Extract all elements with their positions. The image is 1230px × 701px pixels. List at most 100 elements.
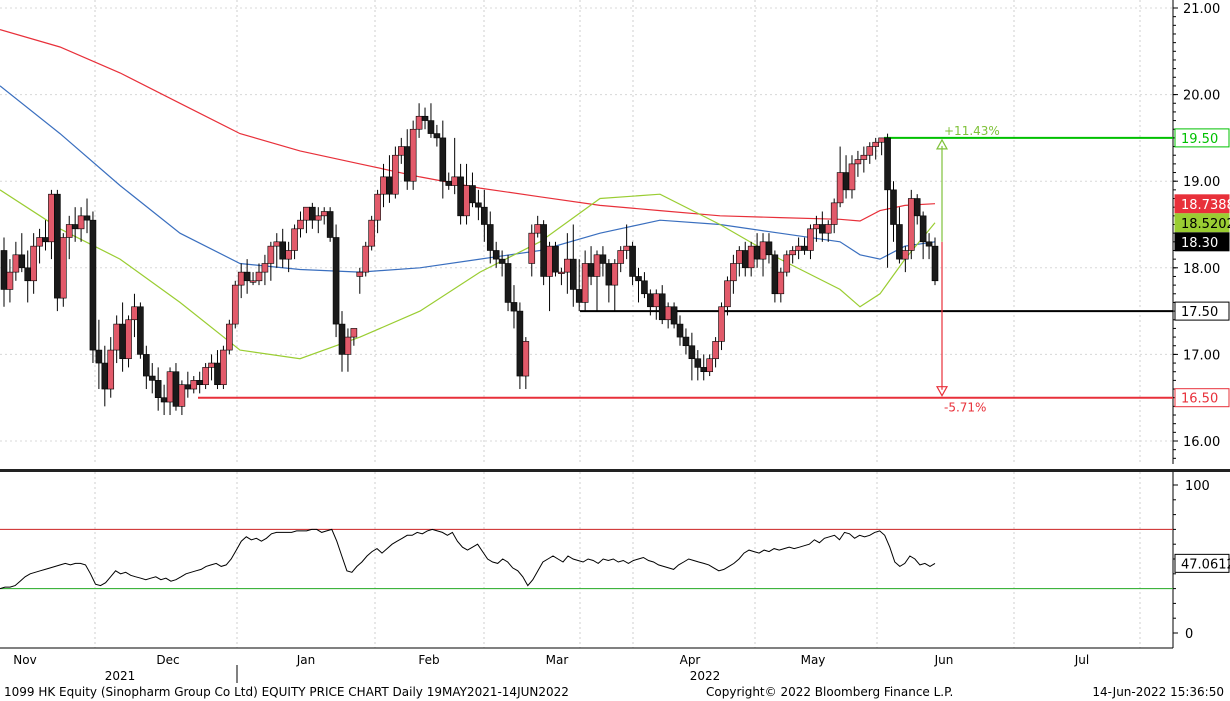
- rsi-value-label-text: 47.0612: [1181, 557, 1230, 572]
- candle-up: [267, 245, 275, 264]
- candle-up: [255, 271, 263, 282]
- candle-down: [42, 237, 49, 243]
- candle-up: [546, 245, 553, 277]
- candle-down: [0, 250, 8, 290]
- candle-up: [854, 159, 862, 165]
- candle-up: [581, 263, 589, 303]
- rsi-tick-label: 100: [1185, 479, 1210, 494]
- candle-down: [481, 206, 488, 225]
- candle-down: [647, 293, 654, 308]
- candle-up: [237, 271, 245, 286]
- candle-up: [65, 224, 73, 238]
- candle-down: [504, 263, 512, 303]
- value-label-text: 19.50: [1181, 132, 1218, 147]
- candle-down: [95, 349, 103, 364]
- candle-down: [439, 137, 447, 182]
- candle-down: [605, 263, 613, 286]
- candle-up: [824, 224, 832, 234]
- candle-down: [24, 267, 32, 282]
- value-label-box: [1174, 194, 1230, 214]
- candle-up: [836, 172, 844, 204]
- candle-up: [706, 358, 713, 373]
- candle-up: [30, 245, 37, 282]
- x-tick-label: Feb: [418, 653, 439, 667]
- candle-down: [326, 211, 334, 238]
- candle-up: [36, 237, 43, 247]
- candle-up: [356, 271, 364, 277]
- candle-up: [12, 254, 20, 273]
- candle-up: [362, 245, 370, 273]
- candle-down: [154, 380, 162, 399]
- candle-up: [113, 323, 120, 351]
- value-label-text: 16.50: [1181, 392, 1218, 407]
- candle-up: [226, 323, 233, 351]
- y-tick-label: 16.00: [1183, 435, 1220, 450]
- value-label-text: 18.5202: [1181, 217, 1230, 232]
- value-label-box: [1174, 232, 1230, 252]
- candle-down: [196, 380, 203, 386]
- candle-up: [860, 154, 868, 160]
- candle-down: [913, 198, 921, 217]
- x-tick-label: Dec: [156, 653, 179, 667]
- candle-up: [59, 237, 67, 299]
- candle-up: [528, 232, 536, 264]
- candle-down: [332, 237, 340, 325]
- candle-up: [320, 211, 328, 217]
- value-label-text: 18.7388: [1181, 198, 1230, 213]
- candle-down: [765, 241, 773, 256]
- timestamp: 14-Jun-2022 15:36:50: [1092, 685, 1224, 699]
- candle-up: [208, 362, 215, 368]
- x-tick-label: Apr: [680, 653, 701, 667]
- gain-percent-label: +11.43%: [944, 124, 1000, 138]
- candle-down: [682, 336, 690, 347]
- candle-down: [160, 397, 168, 403]
- candle-up: [178, 384, 186, 407]
- candle-up: [291, 228, 298, 251]
- candle-up: [392, 154, 399, 195]
- candle-down: [575, 289, 583, 303]
- rsi-tick-label: 0: [1185, 627, 1193, 642]
- y-tick-label: 20.00: [1183, 89, 1220, 104]
- price-chart: 16.00 17.00 18.00 19.00 20.00 21.00 +11.43% -5.…: [0, 0, 1230, 683]
- candle-down: [309, 206, 316, 221]
- candle-up: [564, 258, 571, 273]
- candle-up: [368, 219, 375, 247]
- candle-down: [243, 271, 251, 282]
- rsi-value-label-box: [1174, 553, 1230, 573]
- candle-down: [119, 323, 126, 360]
- candle-down: [427, 120, 435, 134]
- candle-down: [214, 362, 221, 386]
- candle-down: [54, 193, 61, 299]
- y-tick-label: 21.00: [1183, 2, 1220, 17]
- candle-up: [813, 224, 820, 230]
- candle-down: [492, 250, 500, 260]
- candle-up: [777, 271, 785, 295]
- loss-arrowhead: [935, 386, 949, 397]
- candle-down: [569, 258, 577, 290]
- candle-down: [801, 245, 808, 251]
- candle-down: [279, 241, 287, 260]
- candle-down: [599, 254, 607, 264]
- candle-up: [736, 250, 743, 264]
- x-tick-label: 2022: [690, 669, 721, 683]
- candle-down: [421, 115, 429, 121]
- value-label-box: [1174, 213, 1230, 233]
- candle-down: [700, 367, 708, 373]
- x-tick-label: Mar: [546, 653, 569, 667]
- candle-up: [314, 215, 322, 221]
- candle-up: [380, 176, 387, 195]
- candle-up: [202, 367, 209, 386]
- candle-down: [71, 224, 79, 230]
- moving-average-line: [0, 29, 936, 222]
- candle-up: [652, 293, 660, 308]
- rsi-line: [0, 528, 936, 590]
- candle-down: [469, 185, 476, 204]
- candle-down: [925, 241, 933, 247]
- candle-down: [101, 362, 109, 390]
- candle-down: [884, 137, 891, 191]
- value-label-text: 18.30: [1181, 236, 1218, 251]
- candle-down: [552, 245, 559, 273]
- candle-down: [457, 176, 464, 217]
- candle-up: [297, 219, 304, 230]
- candle-up: [558, 271, 565, 274]
